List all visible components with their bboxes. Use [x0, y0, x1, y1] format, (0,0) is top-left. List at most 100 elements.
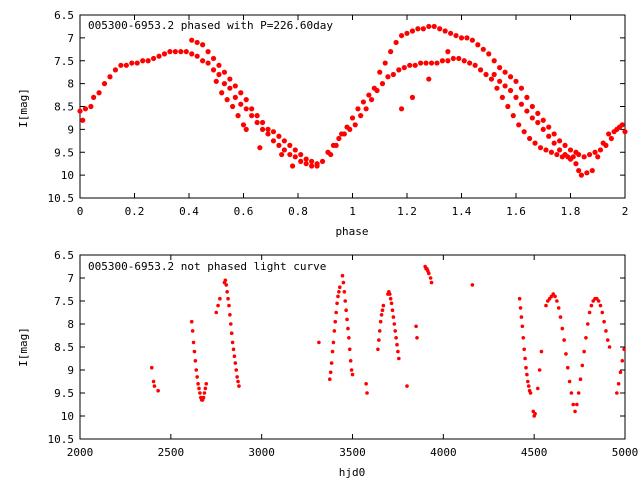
- unphased-data-point: [415, 336, 419, 340]
- unphased-data-point: [573, 410, 577, 414]
- phased-data-point: [505, 104, 510, 109]
- phased-data-point: [388, 49, 393, 54]
- phased-data-point: [372, 86, 377, 91]
- phased-data-point: [513, 95, 518, 100]
- phased-data-point: [377, 70, 382, 75]
- phased-data-point: [358, 113, 363, 118]
- phased-data-point: [601, 141, 606, 146]
- phased-data-point: [513, 79, 518, 84]
- unphased-data-point: [334, 311, 338, 315]
- phased-data-point: [467, 60, 472, 65]
- phased-data-point: [355, 106, 360, 111]
- unphased-data-point: [390, 302, 394, 306]
- unphased-y-ticks: 6.577.588.599.51010.5: [48, 249, 626, 446]
- unphased-data-point: [190, 320, 194, 324]
- unphased-data-point: [234, 368, 238, 372]
- unphased-data-point: [525, 373, 529, 377]
- unphased-data-point: [204, 387, 208, 391]
- phased-data-point: [304, 157, 309, 162]
- unphased-data-point: [377, 338, 381, 342]
- phased-data-point: [500, 95, 505, 100]
- phased-data-point: [364, 106, 369, 111]
- phased-data-point: [298, 159, 303, 164]
- unphased-data-point: [429, 276, 433, 280]
- phased-data-point: [404, 31, 409, 36]
- phased-data-point: [497, 79, 502, 84]
- unphased-x-tick-label: 5000: [612, 446, 639, 459]
- phased-data-point: [353, 122, 358, 127]
- phased-data-point: [189, 38, 194, 43]
- phased-data-point: [598, 147, 603, 152]
- phased-data-point: [184, 49, 189, 54]
- unphased-data-point: [396, 350, 400, 354]
- unphased-x-tick-label: 3000: [248, 446, 275, 459]
- unphased-x-axis-label: hjd0: [339, 466, 366, 479]
- phased-data-point: [249, 113, 254, 118]
- phased-data-point: [211, 67, 216, 72]
- phased-data-point: [189, 51, 194, 56]
- phased-data-point: [445, 58, 450, 63]
- phased-data-point: [473, 63, 478, 68]
- phased-data-point: [519, 102, 524, 107]
- phased-data-point: [265, 131, 270, 136]
- phased-data-point: [423, 60, 428, 65]
- phased-y-tick-label: 9.5: [54, 146, 74, 159]
- phased-data-point: [350, 115, 355, 120]
- phased-data-point: [385, 74, 390, 79]
- unphased-data-point: [333, 329, 337, 333]
- unphased-data-point: [524, 366, 528, 370]
- unphased-data-point: [195, 375, 199, 379]
- unphased-data-point: [328, 377, 332, 381]
- unphased-data-point: [227, 304, 231, 308]
- unphased-y-tick-label: 8: [67, 318, 74, 331]
- phased-x-tick-label: 0.6: [234, 205, 254, 218]
- unphased-data-point: [471, 283, 475, 287]
- phased-data-point: [216, 63, 221, 68]
- phased-data-point: [532, 141, 537, 146]
- phased-data-point: [260, 120, 265, 125]
- phased-data-point: [244, 97, 249, 102]
- unphased-data-point: [538, 368, 542, 372]
- phased-data-point: [118, 63, 123, 68]
- unphased-data-point: [557, 306, 561, 310]
- phased-y-tick-label: 10.5: [48, 192, 75, 205]
- unphased-data-point: [204, 382, 208, 386]
- phased-data-point: [107, 74, 112, 79]
- phased-data-point: [543, 147, 548, 152]
- phased-data-point: [606, 131, 611, 136]
- unphased-data-point: [333, 320, 337, 324]
- phased-data-point: [622, 129, 627, 134]
- phased-data-point: [426, 24, 431, 29]
- unphased-data-point: [599, 304, 603, 308]
- unphased-data-point: [521, 325, 525, 329]
- unphased-x-tick-label: 2500: [158, 446, 185, 459]
- unphased-data-point: [600, 311, 604, 315]
- phased-data-point: [448, 31, 453, 36]
- phased-data-point: [380, 81, 385, 86]
- unphased-data-point: [622, 348, 626, 352]
- phased-data-point: [77, 108, 82, 113]
- phased-data-point: [167, 49, 172, 54]
- phased-x-axis-label: phase: [335, 225, 368, 238]
- unphased-data-point: [229, 322, 233, 326]
- phased-data-point: [511, 113, 516, 118]
- phased-data-point: [91, 95, 96, 100]
- unphased-data-point: [378, 329, 382, 333]
- unphased-y-tick-label: 9: [67, 364, 74, 377]
- phased-x-tick-label: 1.2: [397, 205, 417, 218]
- phased-data-point: [195, 40, 200, 45]
- phased-data-point: [475, 42, 480, 47]
- unphased-data-point: [566, 366, 570, 370]
- unphased-data-point: [597, 299, 601, 303]
- phased-data-point: [216, 72, 221, 77]
- unphased-data-point: [226, 297, 230, 301]
- phased-data-point: [429, 60, 434, 65]
- phased-x-tick-label: 0.8: [288, 205, 308, 218]
- phased-data-point: [271, 129, 276, 134]
- phased-data-point: [462, 58, 467, 63]
- phased-data-point: [195, 54, 200, 59]
- phased-data-point: [249, 106, 254, 111]
- phased-data-point: [481, 47, 486, 52]
- unphased-y-tick-label: 10: [61, 410, 74, 423]
- phased-data-point: [80, 118, 85, 123]
